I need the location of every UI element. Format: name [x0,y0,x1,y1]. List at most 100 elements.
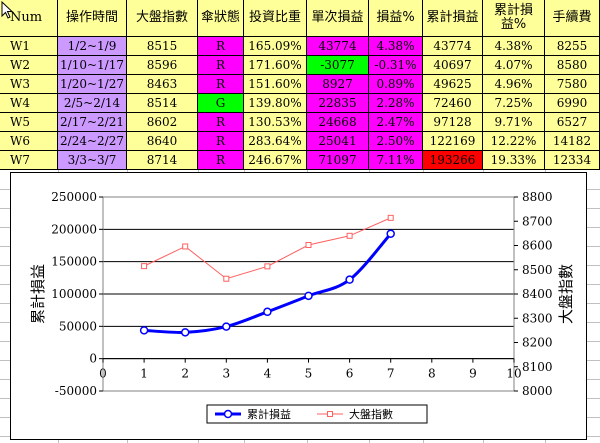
cell-num[interactable]: W7 [0,151,58,170]
cell-cum[interactable]: 193266 [423,151,483,170]
cell-pnl-pct[interactable]: -0.31% [369,56,423,75]
header-cum[interactable]: 累計損益 [423,0,483,37]
cell-num[interactable]: W1 [0,37,58,56]
cell-cum-pct[interactable]: 7.25% [483,94,545,113]
cell-pnl[interactable]: 22835 [307,94,369,113]
header-period[interactable]: 操作時間 [58,0,127,37]
y-tick-label: 0 [89,352,97,366]
cell-fee[interactable]: 8580 [545,56,600,75]
cell-pnl[interactable]: 24668 [307,113,369,132]
cell-cum-pct[interactable]: 9.71% [483,113,545,132]
cell-index[interactable]: 8640 [127,132,198,151]
y2-tick-label: 8500 [522,263,553,277]
cell-index[interactable]: 8602 [127,113,198,132]
cell-state[interactable]: R [198,151,244,170]
cell-pnl[interactable]: 71097 [307,151,369,170]
x-tick-label: 0 [99,367,107,381]
cell-fee[interactable]: 12334 [545,151,600,170]
y2-tick-label: 8300 [522,311,553,325]
series-index-point [182,243,189,250]
cell-fee[interactable]: 7580 [545,75,600,94]
cell-state[interactable]: G [198,94,244,113]
cell-cum[interactable]: 40697 [423,56,483,75]
y-tick-label: 250000 [51,190,97,204]
cell-cum-pct[interactable]: 19.33% [483,151,545,170]
cell-cum[interactable]: 97128 [423,113,483,132]
cell-pnl-pct[interactable]: 2.28% [369,94,423,113]
header-fee[interactable]: 手續費 [545,0,600,37]
cell-cum[interactable]: 49625 [423,75,483,94]
y2-tick-label: 8700 [522,214,553,228]
cell-pnl[interactable]: 43774 [307,37,369,56]
cell-weight[interactable]: 171.60% [244,56,307,75]
header-index[interactable]: 大盤指數 [127,0,198,37]
cell-cum[interactable]: 72460 [423,94,483,113]
cell-period[interactable]: 2/17~2/21 [58,113,127,132]
header-weight[interactable]: 投資比重 [244,0,307,37]
y-tick-label: 100000 [51,287,97,301]
cell-pnl-pct[interactable]: 2.50% [369,132,423,151]
cell-state[interactable]: R [198,75,244,94]
cell-num[interactable]: W6 [0,132,58,151]
legend-label-cumulative-pnl: 累計損益 [247,407,291,421]
cell-pnl-pct[interactable]: 0.89% [369,75,423,94]
cell-pnl-pct[interactable]: 7.11% [369,151,423,170]
cell-state[interactable]: R [198,37,244,56]
series-index-point [264,263,271,270]
cell-index[interactable]: 8714 [127,151,198,170]
cell-index[interactable]: 8463 [127,75,198,94]
cell-state[interactable]: R [198,113,244,132]
cell-pnl-pct[interactable]: 2.47% [369,113,423,132]
series-index-line [143,217,391,280]
header-cum-pct[interactable]: 累計損 益% [483,0,545,37]
cell-state[interactable]: R [198,132,244,151]
cell-cum-pct[interactable]: 4.38% [483,37,545,56]
x-tick-label: 9 [469,367,477,381]
x-tick-label: 6 [346,367,354,381]
cell-num[interactable]: W3 [0,75,58,94]
header-pnl[interactable]: 單次損益 [307,0,369,37]
cell-cum[interactable]: 43774 [423,37,483,56]
cell-weight[interactable]: 246.67% [244,151,307,170]
embedded-chart[interactable]: 250000 200000 150000 100000 50000 0 -50000 8800… [10,172,587,440]
cell-cum[interactable]: 122169 [423,132,483,151]
cell-period[interactable]: 1/2~1/9 [58,37,127,56]
cell-period[interactable]: 3/3~3/7 [58,151,127,170]
cell-state[interactable]: R [198,56,244,75]
cell-cum-pct[interactable]: 4.07% [483,56,545,75]
cell-pnl[interactable]: 25041 [307,132,369,151]
cell-weight[interactable]: 283.64% [244,132,307,151]
x-tick-label: 1 [140,367,148,381]
cell-pnl[interactable]: -3077 [307,56,369,75]
series-cumulative-pnl-point [345,275,354,284]
cell-num[interactable]: W5 [0,113,58,132]
cell-fee[interactable]: 6990 [545,94,600,113]
cell-pnl-pct[interactable]: 4.38% [369,37,423,56]
cell-weight[interactable]: 151.60% [244,75,307,94]
cell-num[interactable]: W2 [0,56,58,75]
cell-pnl[interactable]: 8927 [307,75,369,94]
y2-tick-label: 8100 [522,360,553,374]
header-num[interactable]: Num [0,0,58,37]
cell-fee[interactable]: 14182 [545,132,600,151]
cell-weight[interactable]: 130.53% [244,113,307,132]
cell-index[interactable]: 8515 [127,37,198,56]
y-tick-label: 50000 [59,319,97,333]
header-pnl-pct[interactable]: 損益% [369,0,423,37]
cell-fee[interactable]: 8255 [545,37,600,56]
cell-index[interactable]: 8514 [127,94,198,113]
cell-period[interactable]: 1/20~1/27 [58,75,127,94]
cell-period[interactable]: 1/10~1/17 [58,56,127,75]
cell-index[interactable]: 8596 [127,56,198,75]
cell-period[interactable]: 2/24~2/27 [58,132,127,151]
x-tick-label: 4 [264,367,272,381]
cell-num[interactable]: W4 [0,94,58,113]
series-cumulative-pnl-point [386,229,395,238]
cell-cum-pct[interactable]: 12.22% [483,132,545,151]
cell-weight[interactable]: 165.09% [244,37,307,56]
cell-period[interactable]: 2/5~2/14 [58,94,127,113]
cell-fee[interactable]: 6527 [545,113,600,132]
cell-weight[interactable]: 139.80% [244,94,307,113]
cell-cum-pct[interactable]: 4.96% [483,75,545,94]
header-state[interactable]: 傘狀態 [198,0,244,37]
